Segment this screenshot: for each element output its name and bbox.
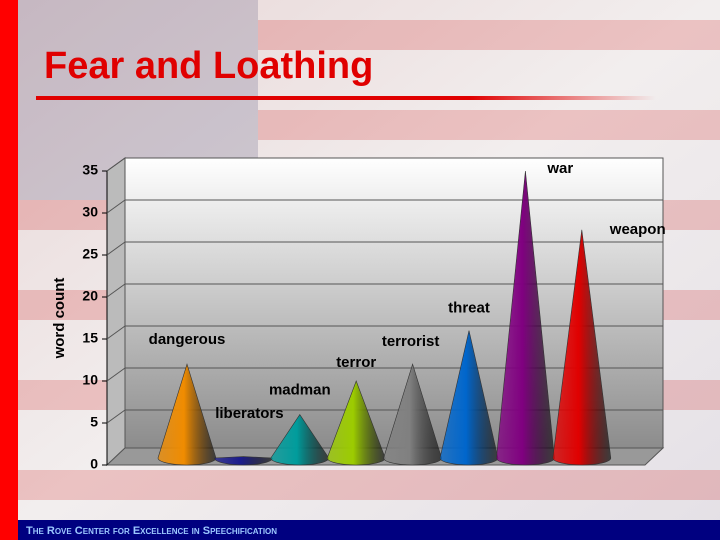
cone-body [552,229,612,466]
title-rule [36,96,656,100]
y-tick-label: 15 [82,330,98,346]
category-label: weapon [609,221,666,238]
side-wall [106,157,126,467]
grid-line [106,199,126,214]
footer-bar [18,520,720,540]
grid-line [106,241,126,256]
grid-line [106,367,126,382]
grid-line [106,157,126,172]
cone [552,229,612,466]
y-tick-label: 5 [90,414,98,430]
y-tick-label: 20 [82,288,98,304]
category-label: madman [269,382,331,399]
category-label: terrorist [382,333,440,350]
category-label: dangerous [149,331,226,348]
y-tick-label: 35 [82,162,98,178]
slide-title: Fear and Loathing [44,45,373,87]
category-label: liberators [215,405,283,422]
grid-line [106,409,126,424]
y-tick-label: 25 [82,246,98,262]
y-tick-label: 30 [82,204,98,220]
grid-line [106,325,126,340]
footer-text: The Rove Center for Excellence in Speech… [26,525,277,537]
y-tick-label: 0 [90,456,98,472]
y-axis-label: word count [51,278,68,360]
category-label: war [546,160,573,177]
grid-line [106,283,126,298]
y-tick-label: 10 [82,372,98,388]
side-bar [0,0,18,540]
category-label: threat [448,300,490,317]
category-label: terror [336,354,376,371]
